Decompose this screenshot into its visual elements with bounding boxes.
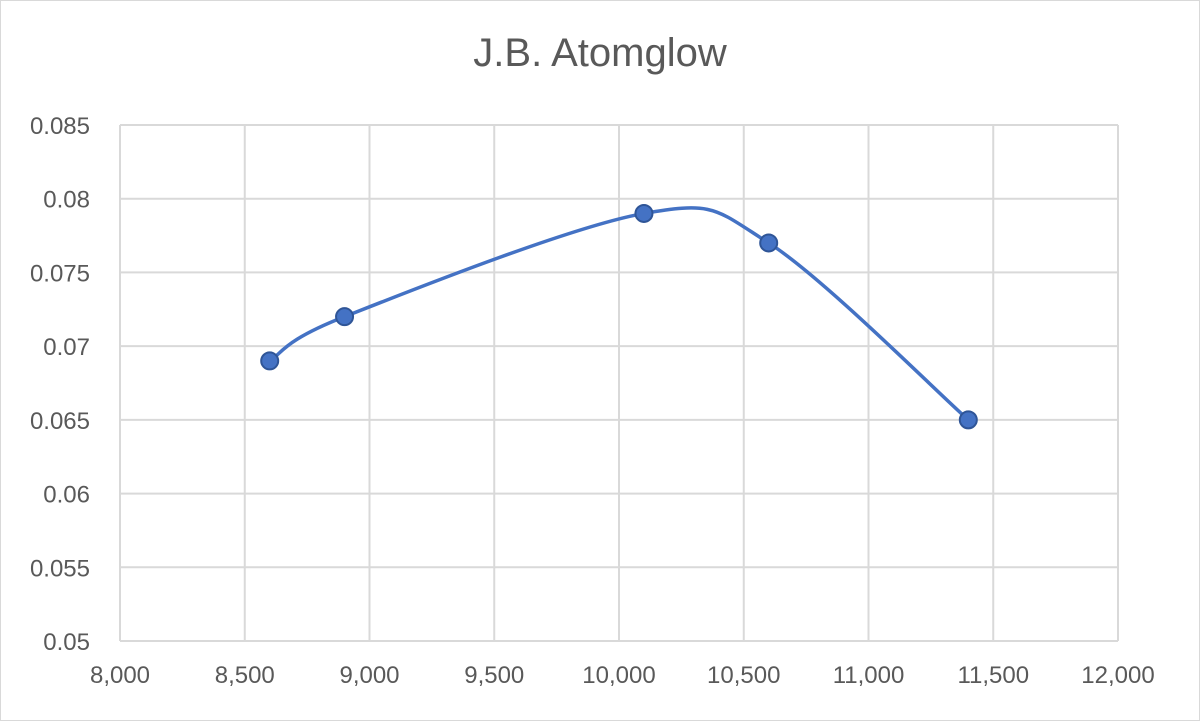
data-point bbox=[759, 233, 779, 253]
y-axis-tick-labels: 0.05 0.055 0.06 0.065 0.07 0.075 0.08 0.085 bbox=[30, 113, 90, 656]
y-tick-label: 0.075 bbox=[30, 260, 90, 287]
x-tick-label: 9,500 bbox=[464, 662, 524, 689]
y-tick-label: 0.08 bbox=[43, 187, 90, 214]
x-tick-label: 11,500 bbox=[957, 662, 1029, 689]
x-tick-label: 10,500 bbox=[707, 662, 780, 689]
data-point bbox=[335, 307, 355, 327]
data-points-layer bbox=[260, 203, 978, 430]
y-tick-label: 0.065 bbox=[30, 408, 90, 435]
y-tick-label: 0.06 bbox=[43, 482, 90, 509]
y-tick-label: 0.085 bbox=[30, 113, 90, 140]
x-tick-label: 9,000 bbox=[339, 662, 399, 689]
x-tick-label: 12,000 bbox=[1081, 662, 1154, 689]
x-axis-tick-labels: 8,000 8,500 9,000 9,500 10,000 10,500 11,000 11… bbox=[90, 662, 1155, 689]
grid-layer bbox=[119, 124, 1119, 642]
x-tick-label: 8,500 bbox=[215, 662, 275, 689]
x-tick-label: 10,000 bbox=[582, 662, 655, 689]
y-tick-label: 0.07 bbox=[43, 334, 90, 361]
chart-title: J.B. Atomglow bbox=[473, 31, 727, 75]
data-point bbox=[634, 203, 654, 223]
y-tick-label: 0.05 bbox=[43, 629, 90, 656]
y-tick-label: 0.055 bbox=[30, 555, 90, 582]
data-point bbox=[958, 410, 978, 430]
x-tick-label: 11,000 bbox=[833, 662, 905, 689]
x-tick-label: 8,000 bbox=[90, 662, 150, 689]
data-point bbox=[260, 351, 280, 371]
